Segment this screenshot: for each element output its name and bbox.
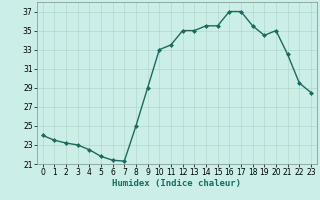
- X-axis label: Humidex (Indice chaleur): Humidex (Indice chaleur): [112, 179, 241, 188]
